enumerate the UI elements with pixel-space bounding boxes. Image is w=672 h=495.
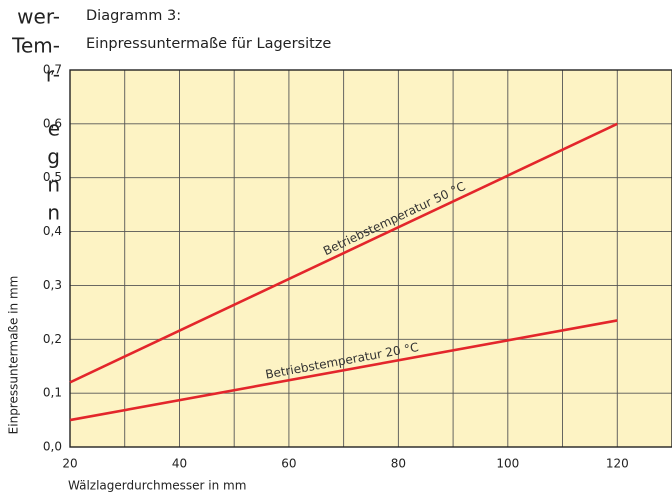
y-tick-label: 0,5: [43, 170, 62, 184]
series-line: [69, 122, 618, 384]
x-tick-label: 20: [62, 457, 77, 471]
side-text: e: [48, 117, 60, 141]
y-axis-label: Einpressuntermaße in mm: [7, 276, 21, 435]
plot-background: [70, 70, 672, 447]
y-tick-label: 0,0: [43, 440, 62, 454]
y-tick-label: 0,2: [43, 332, 62, 346]
x-tick-label: 60: [281, 457, 296, 471]
side-text: g: [47, 145, 60, 169]
side-text: r-: [46, 63, 60, 87]
side-text: n: [47, 201, 60, 225]
x-tick-label: 120: [606, 457, 629, 471]
chart-subtitle: Einpressuntermaße für Lagersitze: [86, 36, 331, 52]
x-tick-label: 80: [391, 457, 406, 471]
y-tick-label: 0,3: [43, 278, 62, 292]
x-axis-label: Wälzlagerdurchmesser in mm: [68, 479, 246, 493]
side-text: n: [47, 173, 60, 197]
plot-frame: [69, 69, 672, 448]
x-tick-label: 40: [172, 457, 187, 471]
y-tick-label: 0,1: [43, 386, 62, 400]
y-tick-label: 0,6: [43, 116, 62, 130]
side-text: wer-: [17, 5, 60, 29]
series-line: [69, 319, 618, 422]
side-text: Tem-: [11, 34, 60, 58]
y-tick-label: 0,7: [43, 63, 62, 77]
x-tick-label: 100: [496, 457, 519, 471]
y-tick-label: 0,4: [43, 224, 62, 238]
chart-title: Diagramm 3:: [86, 8, 181, 24]
